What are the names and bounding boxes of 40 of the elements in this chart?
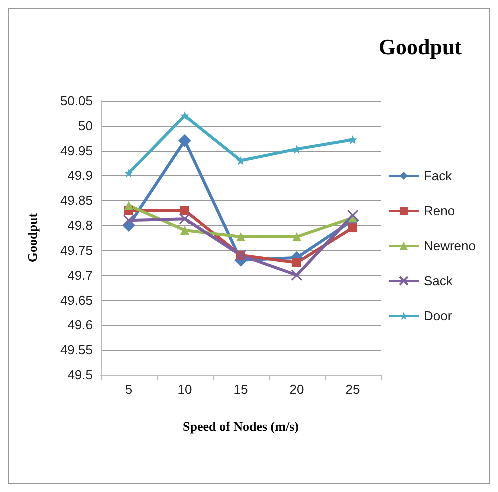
y-tick-label: 49.9 (68, 168, 93, 184)
legend-label: Door (424, 308, 453, 324)
legend-label: Newreno (424, 238, 476, 254)
point (348, 224, 358, 233)
y-tick-label: 49.6 (68, 318, 93, 333)
x-tick-label: 15 (234, 382, 248, 397)
y-tick-label: 49.7 (68, 268, 93, 283)
y-tick-label: 49.75 (60, 242, 93, 258)
point (180, 206, 190, 216)
y-tick-label: 49.85 (60, 193, 93, 208)
point (180, 111, 190, 120)
point (292, 258, 302, 268)
y-tick-label: 50.05 (60, 94, 93, 108)
y-tick-label: 49.5 (68, 368, 93, 382)
point (178, 134, 192, 148)
point (124, 168, 134, 178)
y-tick-label: 49.95 (60, 143, 93, 158)
y-tick-label: 49.65 (60, 292, 93, 308)
x-tick-label: 5 (125, 382, 133, 397)
x-axis-title: Speed of Nodes (m/s) (183, 419, 299, 434)
point (236, 232, 246, 242)
x-tick-label: 20 (290, 382, 304, 397)
point (124, 201, 134, 210)
x-tick-label: 10 (178, 382, 192, 397)
point (180, 226, 190, 236)
point (291, 270, 303, 282)
legend-label: Reno (424, 204, 456, 218)
x-tick-label: 25 (346, 382, 360, 397)
chart-title: Goodput (378, 34, 463, 60)
legend-label: Fack (424, 168, 453, 184)
legend-label: Sack (424, 274, 454, 288)
y-tick-label: 50 (78, 118, 93, 134)
y-axis-title: Goodput (25, 212, 40, 263)
point (348, 135, 358, 144)
y-tick-label: 49.55 (60, 342, 93, 358)
point (123, 214, 135, 226)
point (292, 232, 302, 242)
point (347, 210, 359, 222)
y-tick-label: 49.8 (68, 218, 93, 234)
point (179, 213, 191, 225)
